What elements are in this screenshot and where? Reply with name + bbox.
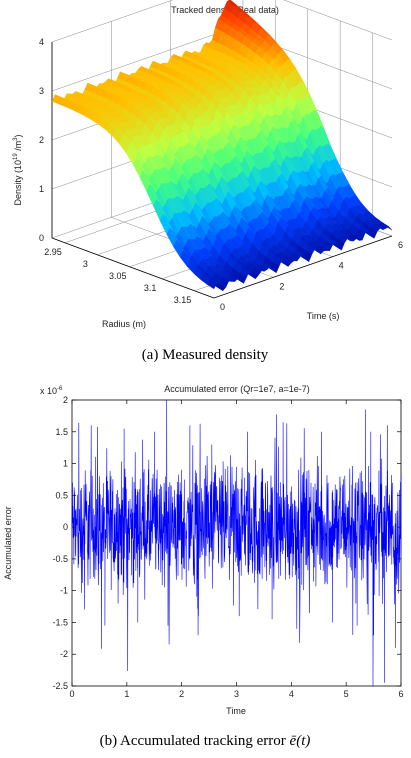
error-series — [71, 399, 402, 686]
y-tick-label: -1.5 — [52, 617, 68, 627]
y-tick-label: -2.5 — [52, 681, 68, 691]
error-line-chart: Accumulated error (Qr=1e7, a=1e-7) x 10-… — [3, 384, 404, 749]
surface-radius-label: Radius (m) — [102, 319, 146, 329]
surface-time-axis — [213, 235, 393, 299]
error-axis-ticks: 0 1 2 3 4 5 6 2 1.5 1 0.5 0 -0.5 -1 -1.5 -2 -2.5 — [52, 395, 403, 699]
z-tick-label: 2 — [39, 135, 44, 145]
surface-grid-line — [283, 0, 393, 41]
y-tick-label: 1.5 — [55, 427, 68, 437]
x-tick-label: 2 — [179, 689, 184, 699]
error-xlabel: Time — [226, 706, 246, 716]
error-caption: (b) Accumulated tracking error ē(t) — [100, 733, 311, 749]
surface-zlabel: Density (1019 /m3) — [13, 134, 23, 205]
radius-tick-label: 2.95 — [44, 247, 62, 257]
x-tick-label: 3 — [234, 689, 239, 699]
x-tick-label: 1 — [124, 689, 129, 699]
surface-tick-labels: 0 1 2 3 4 2.95 3 3.05 3.1 3.15 0 2 4 6 — [39, 37, 403, 312]
y-tick-label: -1 — [60, 586, 68, 596]
density-surface — [51, 0, 393, 292]
y-tick-label: 2 — [63, 395, 68, 405]
surface-grid-line — [51, 28, 231, 92]
surface-patch — [207, 277, 218, 290]
surface-radius-axis — [51, 237, 215, 299]
radius-tick-label: 3.1 — [144, 283, 157, 293]
y-tick-label: -0.5 — [52, 554, 68, 564]
radius-tick-label: 3.05 — [109, 271, 127, 281]
time-tick-label: 4 — [339, 261, 344, 271]
x-tick-label: 4 — [289, 689, 294, 699]
y-tick-label: 0.5 — [55, 490, 68, 500]
error-series-line — [71, 399, 402, 686]
z-tick-label: 3 — [39, 86, 44, 96]
time-tick-label: 6 — [398, 240, 403, 250]
error-ylabel: Accumulated error — [3, 506, 13, 580]
x-tick-label: 6 — [398, 689, 403, 699]
z-tick-label: 4 — [39, 37, 44, 47]
radius-tick-label: 3.15 — [174, 295, 192, 305]
z-tick-label: 0 — [39, 233, 44, 243]
x-tick-label: 0 — [69, 689, 74, 699]
y-tick-label: 1 — [63, 459, 68, 469]
error-chart-title: Accumulated error (Qr=1e7, a=1e-7) — [164, 384, 310, 394]
y-exponent-label: x 10-6 — [40, 386, 63, 396]
time-tick-label: 2 — [279, 281, 284, 291]
z-tick-label: 1 — [39, 184, 44, 194]
y-tick-label: -2 — [60, 649, 68, 659]
density-surface-chart: Tracked density(Real data) 012342.9533.0… — [13, 0, 403, 363]
surface-caption: (a) Measured density — [142, 347, 269, 363]
surface-grid-line — [51, 0, 174, 43]
time-tick-label: 0 — [220, 302, 225, 312]
x-tick-label: 5 — [344, 689, 349, 699]
radius-tick-label: 3 — [83, 259, 88, 269]
surface-time-label: Time (s) — [307, 311, 340, 321]
y-tick-label: 0 — [63, 522, 68, 532]
